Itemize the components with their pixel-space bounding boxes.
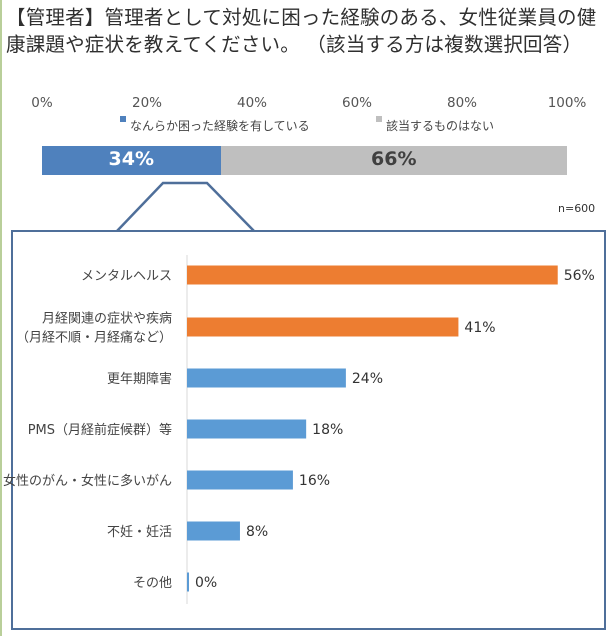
category-label: PMS（月経前症候群）等	[28, 422, 172, 438]
category-label: （月経不順・月経痛など）	[16, 330, 172, 346]
detail-panel	[11, 230, 606, 630]
tick-label: 60%	[341, 95, 373, 111]
category-label: その他	[133, 576, 172, 591]
value-label: 18%	[312, 422, 343, 438]
sample-size-note: n=600	[558, 202, 596, 215]
bar	[187, 368, 346, 388]
bar	[187, 265, 558, 285]
callout-line	[116, 181, 255, 232]
title-line-1: 【管理者】管理者として対処に困った経験のある、女性従業員の健	[6, 6, 597, 29]
bar	[187, 419, 307, 439]
tick-label: 40%	[236, 95, 268, 111]
category-label: 女性のがん・女性に多いがん	[3, 473, 172, 489]
bar	[187, 470, 293, 490]
page-title: 【管理者】管理者として対処に困った経験のある、女性従業員の健 康課題や症状を教え…	[6, 4, 606, 58]
bar	[187, 317, 459, 337]
value-label: 41%	[464, 320, 495, 336]
value-label: 8%	[246, 524, 268, 540]
legend-label: なんらか困った経験を有している	[130, 119, 310, 133]
tick-label: 100%	[547, 95, 587, 111]
value-label: 16%	[299, 473, 330, 489]
tick-label: 0%	[31, 95, 53, 111]
legend-label: 該当するものはない	[386, 119, 495, 133]
legend-item: なんらか困った経験を有している	[120, 116, 310, 134]
title-line-2: 康課題や症状を教えてください。 （該当する方は複数選択回答）	[6, 33, 583, 56]
category-label: 月経関連の症状や疾病	[42, 312, 172, 327]
legend-swatch	[120, 116, 126, 122]
category-label: 不妊・妊活	[107, 525, 172, 540]
tick-label: 20%	[131, 95, 163, 111]
frame-border	[0, 0, 2, 636]
category-label: メンタルヘルス	[81, 269, 172, 284]
legend-swatch	[376, 116, 382, 122]
legend-item: 該当するものはない	[376, 116, 495, 134]
value-label: 24%	[352, 371, 383, 387]
value-label: 0%	[195, 575, 217, 591]
stacked-bar-segment	[42, 146, 222, 175]
segment-label: 34%	[108, 148, 154, 170]
stacked-bar-segment	[220, 146, 567, 175]
value-label: 56%	[564, 268, 595, 284]
bar	[187, 572, 189, 592]
bar	[187, 521, 240, 541]
tick-label: 80%	[446, 95, 478, 111]
category-label: 更年期障害	[107, 371, 172, 387]
segment-label: 66%	[371, 148, 417, 170]
